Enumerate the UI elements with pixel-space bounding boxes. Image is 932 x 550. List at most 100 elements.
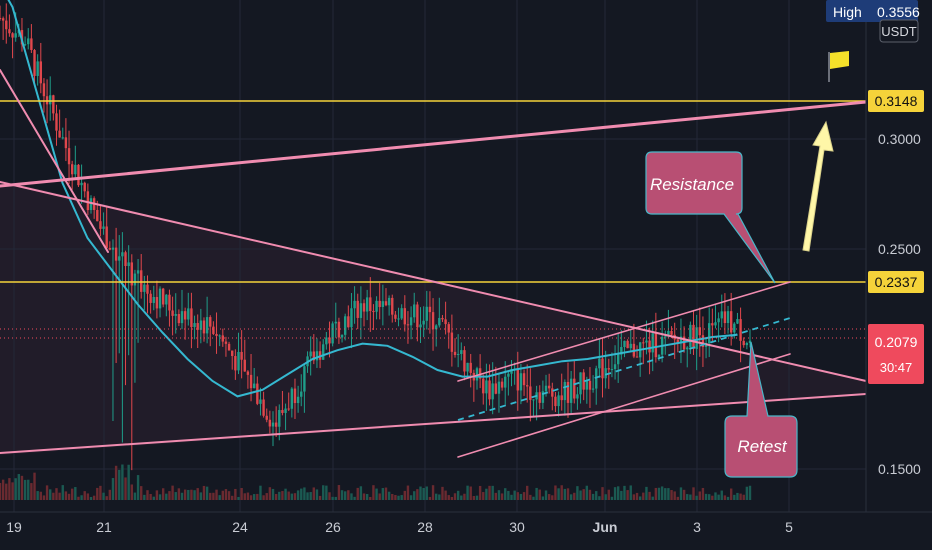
candle-body (237, 351, 240, 371)
candle-body (466, 362, 469, 372)
volume-bar (748, 485, 752, 500)
volume-bar (372, 485, 375, 500)
candle-body (557, 395, 560, 407)
candle-body (287, 408, 290, 410)
resistance-callout[interactable]: Resistance (645, 151, 776, 284)
falling-wedge-top[interactable] (0, 181, 867, 382)
volume-bar (331, 496, 334, 500)
candle-body (58, 130, 61, 138)
candle-body (714, 322, 717, 326)
candle-body (259, 399, 262, 404)
candle-body (485, 380, 488, 394)
volume-bar (525, 485, 529, 500)
candle-body (378, 300, 381, 307)
channel-top-line[interactable] (457, 281, 791, 382)
volume-bar (507, 490, 510, 500)
candle-body (39, 61, 42, 84)
currency-badge[interactable]: USDT (879, 19, 919, 43)
candle-body (86, 191, 90, 211)
volume-bar (83, 491, 86, 500)
candle-body (108, 247, 112, 250)
candle-body (604, 368, 607, 379)
retest-callout[interactable]: Retest (724, 341, 798, 478)
lower-level-value: 0.2337 (875, 274, 918, 290)
volume-bar (745, 486, 749, 500)
candle-body (698, 327, 701, 336)
volume-bar (149, 493, 152, 500)
x-tick-label-8: 5 (785, 519, 793, 535)
candle-body (397, 318, 400, 320)
candle-body (438, 317, 441, 326)
candle-body (231, 350, 234, 357)
volume-bar (312, 487, 316, 500)
volume-bar (711, 495, 714, 500)
candle-body (579, 372, 582, 395)
candle-body (629, 343, 632, 349)
candle-body (642, 342, 645, 344)
candles (0, 3, 752, 471)
volume-bar (133, 492, 137, 500)
trend-lines (0, 69, 868, 458)
candle-body (234, 356, 237, 371)
candle-body (613, 364, 617, 370)
candle-body (679, 336, 683, 344)
volume-bar (497, 490, 501, 500)
candle-body (252, 383, 256, 389)
volume-bar (89, 496, 93, 500)
candle-body (70, 164, 74, 175)
flag-icon[interactable] (828, 51, 849, 82)
volume-bar (11, 482, 14, 500)
volume-bar (187, 489, 190, 500)
candle-body (356, 300, 359, 318)
volume-bar (92, 495, 96, 500)
volume-bar (472, 496, 476, 500)
volume-bar (689, 494, 692, 500)
volume-bar (124, 477, 127, 500)
currency-label: USDT (881, 24, 916, 39)
candle-body (566, 381, 570, 403)
time-axis[interactable] (0, 512, 932, 550)
volume-bar (256, 493, 259, 500)
volume-bar (585, 485, 589, 500)
candle-body (209, 317, 212, 327)
volume-bar (491, 485, 494, 500)
volume-bar (651, 496, 654, 500)
volume-bar (80, 495, 83, 500)
channel-mid-dashed-line[interactable] (457, 317, 791, 421)
candle-body (617, 354, 620, 365)
candle-body (381, 301, 385, 307)
candle-body (529, 386, 532, 400)
volume-bar (70, 488, 74, 500)
volume-bar (287, 491, 290, 500)
volume-bar (353, 496, 356, 500)
volume-bar (306, 492, 309, 500)
candle-body (168, 294, 171, 311)
price-axis[interactable] (866, 0, 932, 512)
volume-bar (74, 487, 77, 500)
volume-bar (541, 496, 545, 500)
wedge-bottom-line[interactable] (0, 393, 867, 454)
rising-resistance-line[interactable] (0, 100, 868, 188)
candle-body (516, 368, 519, 391)
volume-bar (20, 475, 24, 500)
candle-body (723, 311, 727, 324)
volume-bar (212, 492, 215, 500)
candle-body (582, 372, 585, 390)
candle-body (563, 381, 567, 401)
volume-bar (252, 494, 256, 500)
volume-bar (573, 492, 576, 500)
channel-bottom-line[interactable] (457, 353, 791, 458)
volume-bar (240, 487, 243, 500)
y-tick-label-1: 0.2500 (878, 241, 921, 257)
candle-body (80, 182, 83, 186)
lower-level-tag: 0.2337 (868, 271, 924, 293)
volume-bar (318, 495, 322, 500)
upper-level-value: 0.3148 (875, 93, 918, 109)
volume-bar (224, 489, 228, 500)
grid-lines (0, 0, 866, 512)
steep-down-line[interactable] (0, 69, 109, 253)
candle-body (343, 316, 347, 335)
candle-body (400, 308, 403, 319)
candle-body (322, 344, 325, 360)
